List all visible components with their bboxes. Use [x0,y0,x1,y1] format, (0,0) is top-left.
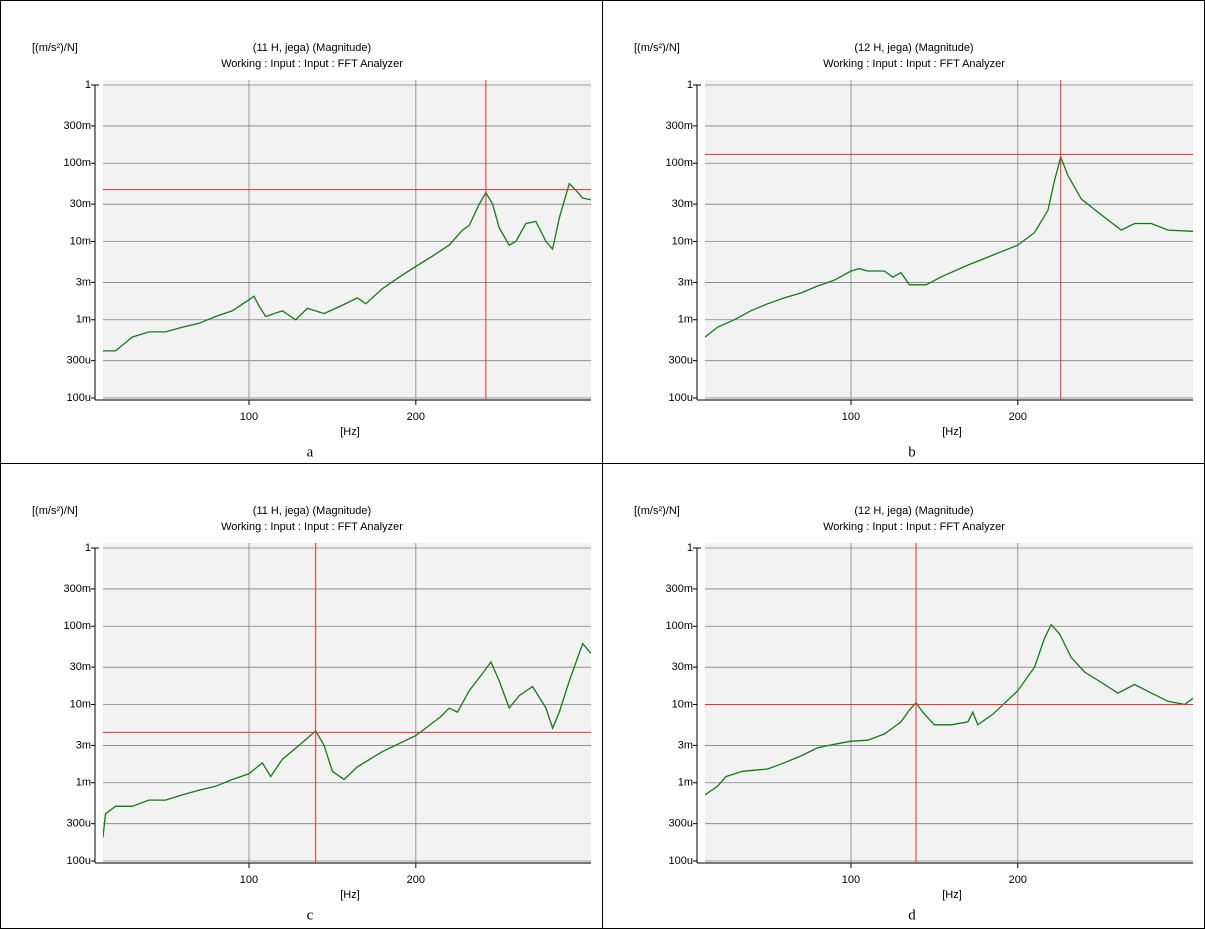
data-line [103,642,591,838]
y-tick-label: 300u [669,355,693,367]
x-axis-label: [Hz] [942,889,962,901]
y-tick-label: 300m [665,120,693,132]
data-line [705,623,1193,796]
x-tick-label: 200 [407,411,425,423]
y-tick-label: 30m [70,661,91,673]
y-tick-label: 10m [672,698,693,710]
caption: d [908,907,916,923]
data-line [705,155,1193,338]
y-tick-label: 100u [67,392,91,404]
plot-area [103,80,591,401]
x-tick-label: 100 [842,874,860,886]
caption: c [307,907,314,923]
y-tick-label: 1 [85,542,91,554]
y-tick-label: 3m [76,739,91,751]
chart-subtitle: Working : Input : Input : FFT Analyzer [221,58,403,70]
chart-subtitle: Working : Input : Input : FFT Analyzer [823,521,1005,533]
x-tick-label: 200 [1009,874,1027,886]
caption: b [908,444,916,460]
y-tick-label: 1m [76,314,91,326]
y-tick-label: 3m [678,276,693,288]
y-tick-label: 10m [70,235,91,247]
y-tick-label: 100m [665,157,693,169]
chart-subtitle: Working : Input : Input : FFT Analyzer [823,58,1005,70]
y-tick-label: 30m [672,661,693,673]
y-tick-label: 30m [672,198,693,210]
data-line [103,182,591,352]
y-axis-label: [(m/s²)/N] [32,505,78,517]
chart-subtitle: Working : Input : Input : FFT Analyzer [221,521,403,533]
y-axis-label: [(m/s²)/N] [634,505,680,517]
y-tick-label: 100u [669,392,693,404]
chart-title: (12 H, jega) (Magnitude) [854,42,973,54]
x-tick-label: 100 [240,874,258,886]
x-axis-label: [Hz] [340,426,360,438]
y-tick-label: 100m [665,620,693,632]
y-tick-label: 1m [678,314,693,326]
y-tick-label: 1m [678,777,693,789]
x-axis-label: [Hz] [340,889,360,901]
x-tick-label: 200 [1009,411,1027,423]
chart-title: (11 H, jega) (Magnitude) [253,505,371,517]
y-tick-label: 30m [70,198,91,210]
y-tick-label: 300u [67,818,91,830]
y-tick-label: 100m [63,620,91,632]
y-tick-label: 300m [63,583,91,595]
panel: [(m/s²)/N] (11 H, jega) (Magnitude) Workin… [32,505,591,923]
plot-area [103,543,591,864]
y-tick-label: 10m [672,235,693,247]
chart-title: (11 H, jega) (Magnitude) [253,42,371,54]
caption: a [307,444,314,460]
x-tick-label: 100 [842,411,860,423]
y-tick-label: 100u [669,855,693,867]
x-axis-label: [Hz] [942,426,962,438]
y-tick-label: 1m [76,777,91,789]
y-tick-label: 1 [687,542,693,554]
y-axis-label: [(m/s²)/N] [634,42,680,54]
plot-area [705,543,1193,864]
y-tick-label: 10m [70,698,91,710]
y-tick-label: 100u [67,855,91,867]
y-tick-label: 300m [665,583,693,595]
y-tick-label: 100m [63,157,91,169]
x-tick-label: 100 [240,411,258,423]
y-tick-label: 3m [678,739,693,751]
panel: [(m/s²)/N] (12 H, jega) (Magnitude) Workin… [634,505,1193,923]
y-tick-label: 1 [85,79,91,91]
x-tick-label: 200 [407,874,425,886]
y-tick-label: 300u [67,355,91,367]
y-axis-label: [(m/s²)/N] [32,42,78,54]
y-tick-label: 1 [687,79,693,91]
y-tick-label: 300m [63,120,91,132]
panel: [(m/s²)/N] (12 H, jega) (Magnitude) Workin… [634,42,1193,460]
plot-area [705,80,1193,401]
chart-title: (12 H, jega) (Magnitude) [854,505,973,517]
y-tick-label: 3m [76,276,91,288]
y-tick-label: 300u [669,818,693,830]
panel: [(m/s²)/N] (11 H, jega) (Magnitude) Workin… [32,42,591,460]
